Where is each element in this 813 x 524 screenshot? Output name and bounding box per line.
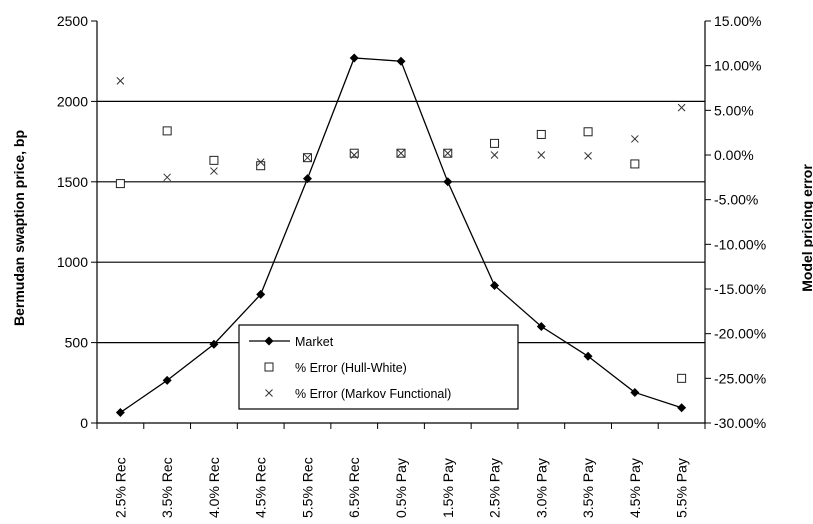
markov-point	[303, 153, 312, 162]
y2-tick-label: -30.00%	[714, 415, 766, 431]
markov-point	[163, 173, 172, 182]
market-point	[115, 408, 125, 418]
x-tick-label: 5.5% Pay	[674, 458, 690, 518]
market-point	[583, 351, 593, 361]
series-diamond	[115, 53, 687, 418]
hull-white-point	[256, 161, 266, 171]
y2-tick-label: -5.00%	[714, 192, 758, 208]
legend-label: Market	[295, 335, 334, 349]
market-point	[536, 322, 546, 332]
markov-point	[350, 151, 359, 159]
market-point	[209, 339, 219, 349]
legend-marker	[265, 389, 273, 397]
y-tick-label: 1000	[57, 254, 88, 270]
gridlines	[97, 100, 705, 344]
x-tick-label: 5.5% Rec	[299, 457, 315, 518]
markov-point	[397, 149, 405, 158]
y2-axis-label: Model pricing error	[799, 164, 813, 292]
x-tick-label: 3.5% Pay	[580, 458, 596, 518]
hull-white-point	[677, 373, 687, 383]
markov-point	[116, 76, 125, 85]
market-point	[490, 281, 500, 291]
y2-tick-label: -10.00%	[714, 236, 766, 252]
market-point	[302, 174, 312, 184]
market-point	[162, 375, 172, 385]
legend-marker	[264, 336, 274, 346]
markov-point	[630, 135, 639, 143]
hull-white-point	[349, 148, 359, 158]
x-tick-label: 6.5% Rec	[346, 457, 362, 518]
market-point	[396, 56, 406, 66]
markov-point	[490, 151, 499, 159]
y2-tick-label: 10.00%	[714, 58, 761, 74]
right-axis-ticks: -30.00% -25.00% -20.00% -15.00% -10.00% -5.00…	[705, 13, 766, 431]
hull-white-point	[536, 129, 546, 139]
y2-tick-label: -15.00%	[714, 281, 766, 297]
x-tick-label: 3.5% Rec	[159, 457, 175, 518]
left-axis-ticks: 0 500 1000 1500 2000 2500	[57, 13, 97, 431]
x-tick-label: 3.0% Pay	[533, 458, 549, 518]
hull-white-point	[630, 159, 640, 169]
market-point	[256, 289, 266, 299]
y-tick-label: 1500	[57, 174, 88, 190]
hull-white-point	[115, 179, 125, 189]
x-tick-label: 4.5% Pay	[627, 458, 643, 518]
y-tick-label: 500	[65, 335, 89, 351]
market-point	[630, 387, 640, 397]
legend-marker	[264, 362, 274, 372]
series-square	[115, 126, 687, 383]
y2-tick-label: 15.00%	[714, 13, 761, 29]
y-tick-label: 2000	[57, 93, 88, 109]
hull-white-point	[162, 126, 172, 136]
x-tick-label: 2.5% Pay	[487, 458, 503, 518]
y2-tick-label: -25.00%	[714, 370, 766, 386]
axes	[96, 21, 706, 424]
x-tick-label: 4.5% Rec	[253, 457, 269, 518]
markov-point	[443, 149, 452, 158]
y2-tick-label: 5.00%	[714, 102, 754, 118]
y2-tick-label: 0.00%	[714, 147, 754, 163]
y-axis-label: Bermudan swaption price, bp	[11, 130, 27, 326]
hull-white-point	[209, 155, 219, 165]
x-tick-label: 0.5% Pay	[393, 458, 409, 518]
x-tick-label: 2.5% Rec	[112, 457, 128, 518]
hull-white-point	[490, 138, 500, 148]
legend: Market % Error (Hull-White) % Error (Marko…	[238, 324, 519, 410]
legend-label: % Error (Hull-White)	[295, 361, 407, 375]
plot-marks	[115, 53, 687, 418]
market-point	[677, 403, 687, 413]
hull-white-point	[583, 127, 593, 137]
legend-box	[238, 324, 519, 410]
x-axis-ticks: 2.5% Rec 3.5% Rec 4.0% Rec 4.5% Rec 5.5% Rec…	[96, 423, 706, 518]
y-tick-label: 2500	[57, 13, 88, 29]
markov-point	[584, 152, 592, 160]
markov-point	[256, 158, 265, 167]
series-x	[116, 76, 686, 182]
markov-point	[537, 151, 546, 159]
markov-point	[677, 103, 686, 112]
y2-tick-label: -20.00%	[714, 326, 766, 342]
x-tick-label: 4.0% Rec	[206, 457, 222, 518]
y-tick-label: 0	[80, 415, 88, 431]
x-tick-label: 1.5% Pay	[440, 458, 456, 518]
market-point	[349, 53, 359, 63]
legend-label: % Error (Markov Functional)	[295, 387, 451, 401]
market-point	[443, 177, 453, 187]
markov-point	[210, 167, 218, 175]
